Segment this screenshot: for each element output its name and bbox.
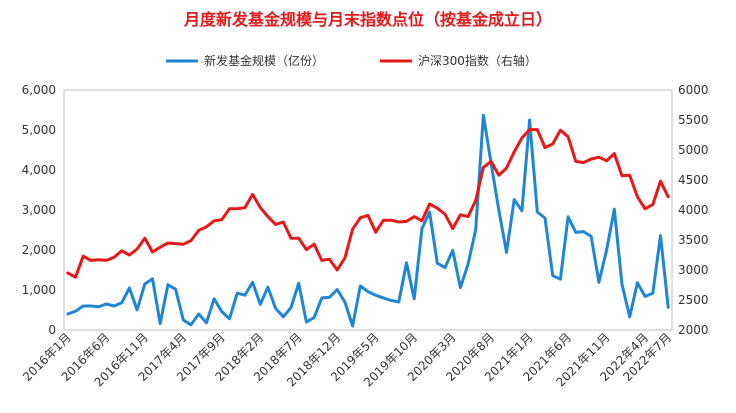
left-axis-tick-label: 0: [48, 323, 56, 337]
right-axis-tick-label: 2000: [678, 323, 709, 337]
left-axis-tick-label: 3,000: [22, 203, 56, 217]
chart-axes: 0 1,000 2,000 3,000 4,000 5,000 6,000 2000 2500 3…: [22, 83, 709, 337]
right-axis-tick-label: 5000: [678, 143, 709, 157]
chart-series: [66, 113, 670, 328]
x-axis-labels: 2016年1月2016年6月2016年11月2017年4月2017年9月2018…: [20, 330, 674, 389]
left-axis-tick-label: 5,000: [22, 123, 56, 137]
right-axis-tick-label: 3500: [678, 233, 709, 247]
series-line-new-fund-size: [66, 113, 670, 328]
legend-label-new-fund-size: 新发基金规模（亿份）: [204, 53, 324, 68]
right-axis-tick-label: 3000: [678, 263, 709, 277]
left-axis-tick-label: 2,000: [22, 243, 56, 257]
right-axis-tick-label: 6000: [678, 83, 709, 97]
left-axis-tick-label: 6,000: [22, 83, 56, 97]
plot-area-border: [63, 89, 673, 331]
chart-legend: 新发基金规模（亿份） 沪深300指数（右轴）: [166, 53, 537, 68]
right-axis-tick-label: 4000: [678, 203, 709, 217]
right-axis-tick-label: 4500: [678, 173, 709, 187]
right-axis-tick-label: 5500: [678, 113, 709, 127]
right-axis-tick-label: 2500: [678, 293, 709, 307]
series-line-csi300: [66, 128, 670, 279]
left-axis-tick-label: 1,000: [22, 283, 56, 297]
legend-label-csi300: 沪深300指数（右轴）: [418, 53, 537, 68]
chart-title: 月度新发基金规模与月末指数点位（按基金成立日）: [183, 10, 552, 29]
left-axis-tick-label: 4,000: [22, 163, 56, 177]
